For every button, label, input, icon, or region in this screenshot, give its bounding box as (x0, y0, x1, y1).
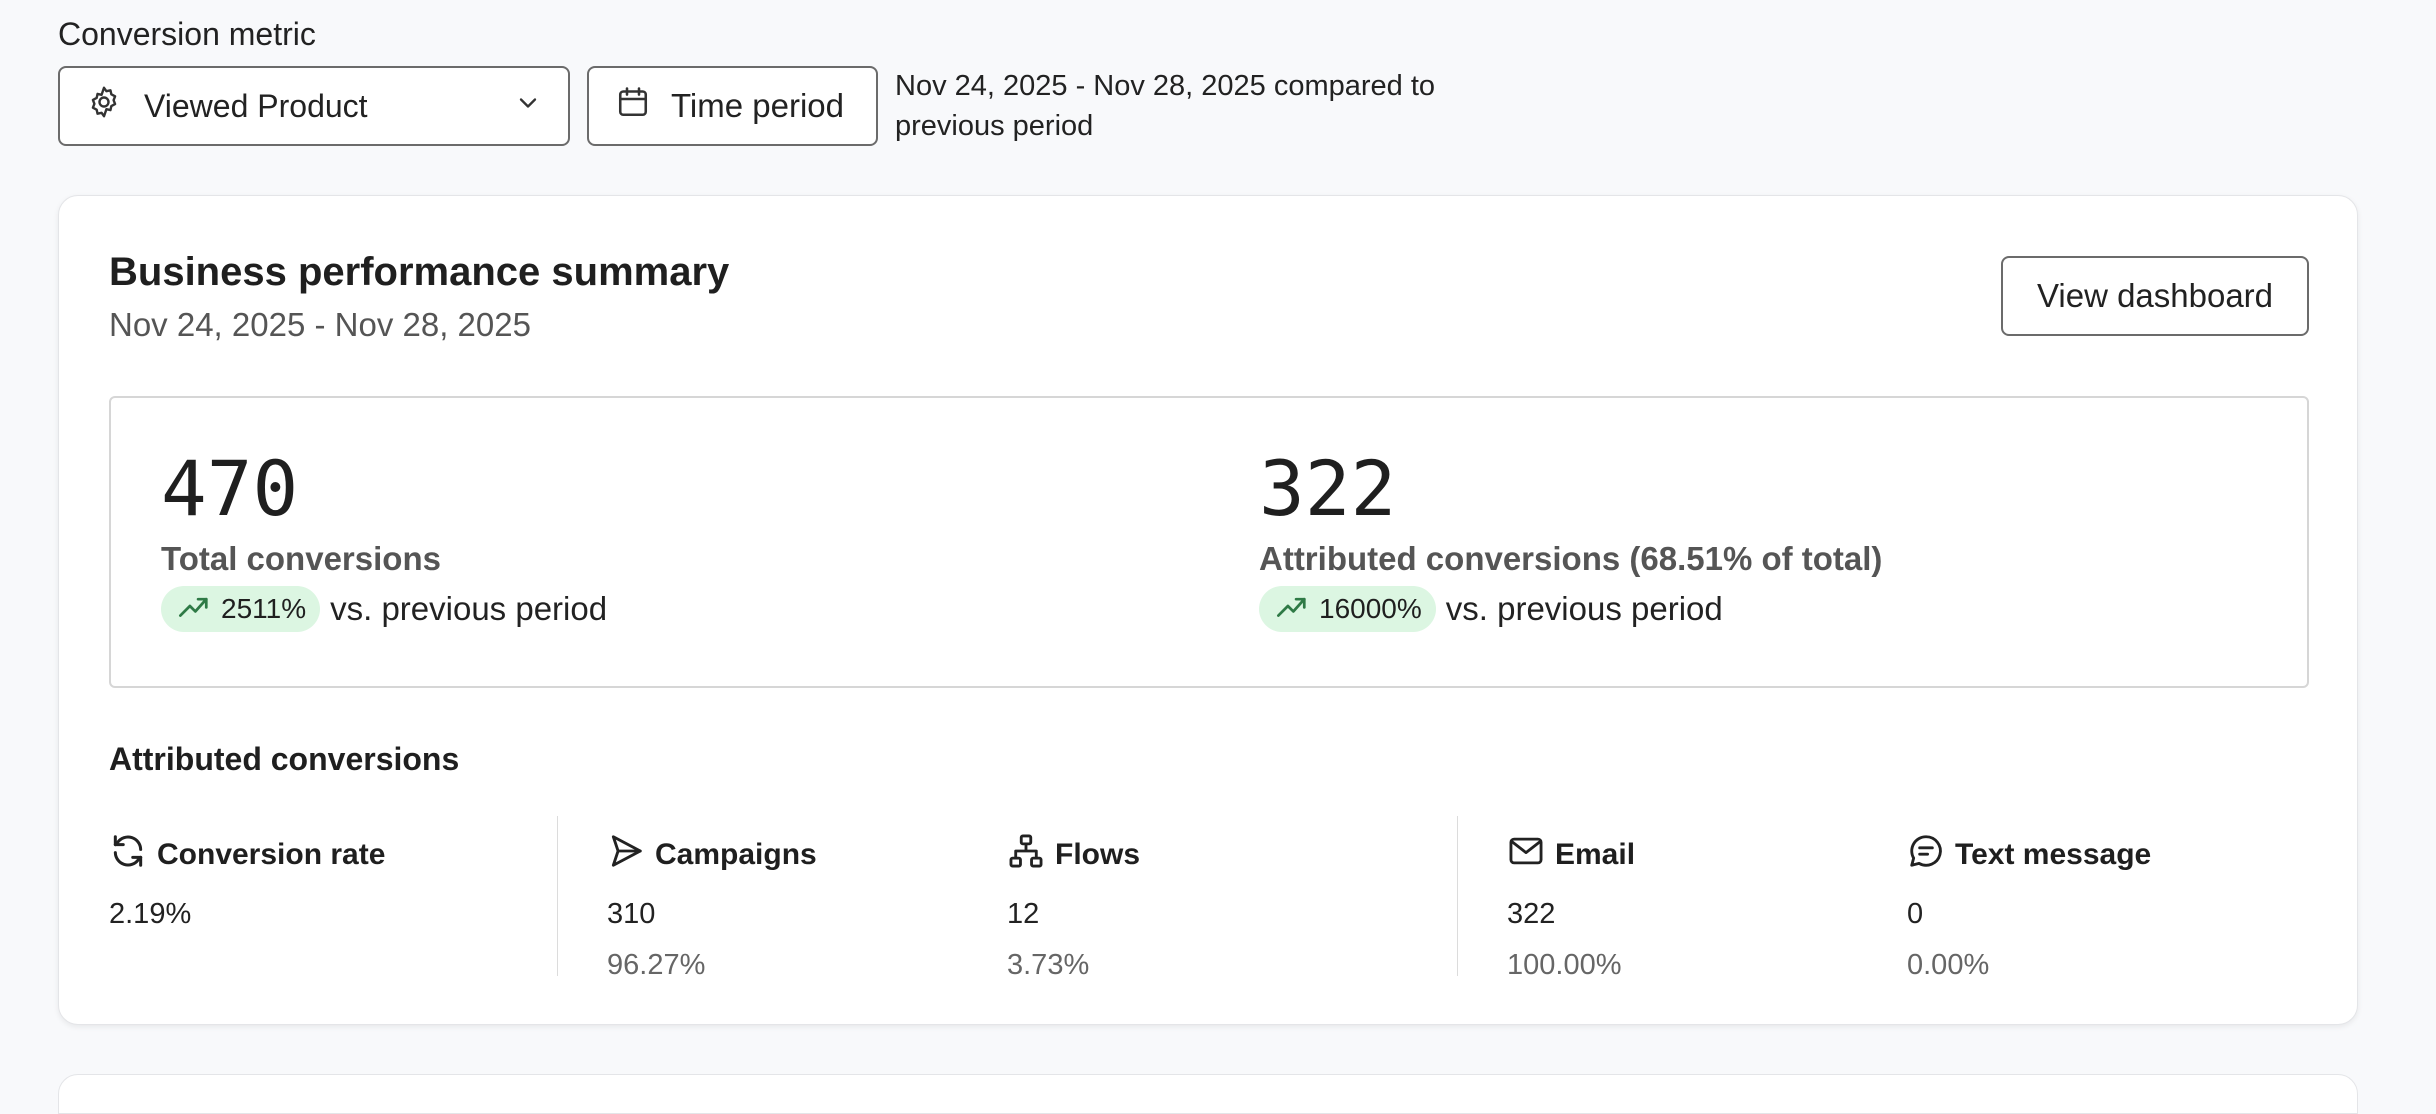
column-divider (557, 816, 558, 976)
flows-share: 3.73% (1007, 949, 1090, 981)
total-conversions-stat: 470 Total conversions 2511% vs. previous… (161, 444, 607, 632)
attributed-conversions-value: 322 (1259, 444, 1397, 533)
campaigns-share: 96.27% (607, 949, 706, 981)
campaigns-header: Campaigns (607, 832, 817, 878)
email-share: 100.00% (1507, 949, 1622, 981)
attributed-trend-value: 16000% (1319, 593, 1422, 624)
conversion-rate-column: Conversion rate 2.19% (109, 832, 385, 931)
next-card-edge (58, 1074, 2358, 1114)
flows-label: Flows (1055, 838, 1141, 871)
comparison-range-note: Nov 24, 2025 - Nov 28, 2025 compared to … (895, 70, 1436, 142)
chevron-down-icon (514, 88, 542, 125)
flows-column: Flows 12 3.73% (1007, 832, 1140, 982)
gear-icon (86, 84, 122, 128)
text-message-share: 0.00% (1907, 949, 1990, 981)
conversion-metric-label: Conversion metric (58, 16, 316, 52)
campaigns-label: Campaigns (655, 838, 817, 871)
attributed-trend-badge: 16000% (1259, 586, 1436, 632)
calendar-icon (615, 84, 651, 128)
send-icon (607, 832, 655, 878)
attributed-trend-row: 16000% vs. previous period (1259, 586, 1882, 632)
mail-icon (1507, 832, 1555, 878)
trending-up-icon (1275, 591, 1319, 628)
attributed-conversions-stat: 322 Attributed conversions (68.51% of to… (1259, 444, 1882, 632)
email-value: 322 (1507, 898, 1556, 930)
total-conversions-label: Total conversions (161, 540, 441, 577)
text-message-value: 0 (1907, 898, 1924, 930)
email-column: Email 322 100.00% (1507, 832, 1635, 982)
email-header: Email (1507, 832, 1635, 878)
attributed-trend-text: vs. previous period (1445, 590, 1723, 627)
conversion-rate-header: Conversion rate (109, 832, 385, 878)
chat-icon (1907, 832, 1955, 878)
metric-select-value: Viewed Product (144, 87, 368, 124)
card-date-range: Nov 24, 2025 - Nov 28, 2025 (109, 306, 531, 343)
flows-value: 12 (1007, 898, 1040, 930)
email-label: Email (1555, 838, 1636, 871)
time-period-label: Time period (671, 87, 845, 124)
column-divider (1457, 816, 1458, 976)
time-period-button[interactable]: Time period (587, 66, 878, 146)
conversion-rate-label: Conversion rate (157, 838, 386, 871)
total-trend-row: 2511% vs. previous period (161, 586, 607, 632)
flow-icon (1007, 832, 1055, 878)
conversion-summary-box: 470 Total conversions 2511% vs. previous… (109, 396, 2309, 688)
text-message-label: Text message (1955, 838, 2152, 871)
card-title: Business performance summary (109, 250, 730, 294)
view-dashboard-button[interactable]: View dashboard (2001, 256, 2309, 336)
total-trend-text: vs. previous period (330, 590, 608, 627)
conversion-metric-select[interactable]: Viewed Product (58, 66, 570, 146)
flows-header: Flows (1007, 832, 1140, 878)
campaigns-column: Campaigns 310 96.27% (607, 832, 817, 982)
conversion-rate-value: 2.19% (109, 898, 192, 930)
text-message-column: Text message 0 0.00% (1907, 832, 2151, 982)
attributed-conversions-heading: Attributed conversions (109, 741, 460, 777)
campaigns-value: 310 (607, 898, 656, 930)
attributed-conversions-label: Attributed conversions (68.51% of total) (1259, 540, 1883, 577)
total-conversions-value: 470 (161, 444, 299, 533)
refresh-icon (109, 832, 157, 878)
filter-controls: Viewed Product Time period Nov 24, 2025 … (58, 66, 1485, 146)
total-trend-badge: 2511% (161, 586, 321, 632)
trending-up-icon (177, 591, 221, 628)
total-trend-value: 2511% (221, 593, 307, 624)
text-message-header: Text message (1907, 832, 2151, 878)
business-performance-card: Business performance summary Nov 24, 202… (58, 195, 2358, 1025)
